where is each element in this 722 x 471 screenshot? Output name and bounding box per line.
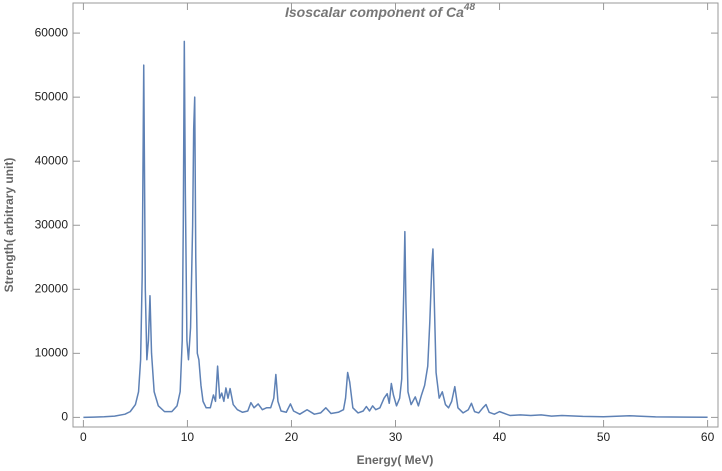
x-tick-label: 60	[701, 430, 715, 444]
x-tick-label: 40	[493, 430, 507, 444]
data-line	[83, 40, 708, 419]
y-tick-label: 60000	[35, 25, 69, 39]
y-tick-label: 10000	[35, 346, 69, 360]
y-tick-label: 40000	[35, 153, 69, 167]
x-tick-label: 0	[80, 430, 87, 444]
y-tick-label: 20000	[35, 281, 69, 295]
y-axis-label: Strength( arbitrary unit)	[2, 158, 16, 293]
y-tick-label: 0	[61, 410, 68, 424]
y-tick-label: 30000	[35, 217, 69, 231]
x-tick-label: 30	[389, 430, 403, 444]
plot-frame	[72, 2, 719, 428]
title-superscript: 48	[463, 2, 476, 13]
x-tick-label: 20	[285, 430, 299, 444]
x-axis-label: Energy( MeV)	[357, 453, 434, 467]
chart-title: Isoscalar component of Ca48	[285, 2, 475, 20]
y-tick-label: 50000	[35, 89, 69, 103]
x-tick-label: 50	[597, 430, 611, 444]
x-tick-label: 10	[181, 430, 195, 444]
title-text: Isoscalar component of Ca	[285, 4, 464, 20]
